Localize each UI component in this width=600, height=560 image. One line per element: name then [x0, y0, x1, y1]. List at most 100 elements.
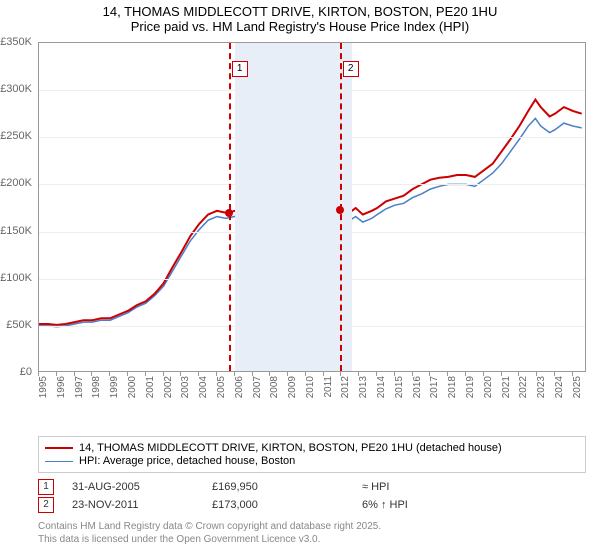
chart-area: 12 £0£50K£100K£150K£200K£250K£300K£350K1…: [38, 42, 586, 402]
xtick-label: 2023: [536, 376, 547, 398]
sales-price: £173,000: [212, 499, 362, 511]
xtick-mark: [323, 372, 324, 376]
xtick-label: 2022: [518, 376, 529, 398]
ytick-label: £50K: [6, 319, 32, 331]
ytick-label: £250K: [0, 130, 32, 142]
xtick-mark: [465, 372, 466, 376]
xtick-label: 2003: [180, 376, 191, 398]
xtick-mark: [536, 372, 537, 376]
legend-row: 14, THOMAS MIDDLECOTT DRIVE, KIRTON, BOS…: [45, 442, 579, 454]
xtick-label: 2014: [376, 376, 387, 398]
xtick-label: 2018: [447, 376, 458, 398]
ytick-label: £300K: [0, 83, 32, 95]
xtick-mark: [163, 372, 164, 376]
xtick-label: 1996: [56, 376, 67, 398]
xtick-mark: [287, 372, 288, 376]
xtick-label: 1997: [74, 376, 85, 398]
xtick-label: 2007: [252, 376, 263, 398]
xtick-label: 2019: [465, 376, 476, 398]
sales-marker: 1: [38, 479, 54, 495]
gridline-y: [39, 137, 585, 138]
xtick-mark: [358, 372, 359, 376]
xtick-mark: [483, 372, 484, 376]
legend-box: 14, THOMAS MIDDLECOTT DRIVE, KIRTON, BOS…: [38, 436, 586, 473]
xtick-label: 1995: [38, 376, 49, 398]
legend-row: HPI: Average price, detached house, Bost…: [45, 455, 579, 467]
sale-vline-1: [229, 43, 231, 371]
xtick-label: 2016: [412, 376, 423, 398]
ytick-label: £0: [20, 366, 32, 378]
plot-box: 12: [38, 42, 586, 372]
sale-marker-box-2: 2: [343, 61, 359, 77]
xtick-mark: [394, 372, 395, 376]
legend-swatch: [45, 447, 73, 449]
footer-line2: This data is licensed under the Open Gov…: [38, 533, 381, 546]
xtick-mark: [554, 372, 555, 376]
ytick-label: £200K: [0, 177, 32, 189]
ytick-label: £150K: [0, 225, 32, 237]
xtick-mark: [340, 372, 341, 376]
xtick-label: 2006: [234, 376, 245, 398]
sales-marker: 2: [38, 497, 54, 513]
xtick-mark: [252, 372, 253, 376]
sales-date: 31-AUG-2005: [72, 481, 212, 493]
chart-title-block: 14, THOMAS MIDDLECOTT DRIVE, KIRTON, BOS…: [0, 0, 600, 34]
ytick-label: £350K: [0, 36, 32, 48]
footer-line1: Contains HM Land Registry data © Crown c…: [38, 520, 381, 533]
sales-date: 23-NOV-2011: [72, 499, 212, 511]
chart-title-line1: 14, THOMAS MIDDLECOTT DRIVE, KIRTON, BOS…: [0, 4, 600, 19]
xtick-label: 2001: [145, 376, 156, 398]
xtick-label: 2011: [323, 376, 334, 398]
xtick-mark: [74, 372, 75, 376]
xtick-mark: [412, 372, 413, 376]
sale-dot: [225, 209, 233, 217]
xtick-mark: [56, 372, 57, 376]
xtick-label: 2013: [358, 376, 369, 398]
xtick-label: 2025: [572, 376, 583, 398]
gridline-y: [39, 90, 585, 91]
xtick-label: 2000: [127, 376, 138, 398]
xtick-mark: [269, 372, 270, 376]
sales-diff: ≈ HPI: [362, 481, 482, 493]
xtick-label: 2012: [340, 376, 351, 398]
xtick-label: 2021: [501, 376, 512, 398]
xtick-mark: [501, 372, 502, 376]
sale-dot: [336, 206, 344, 214]
xtick-mark: [429, 372, 430, 376]
xtick-mark: [145, 372, 146, 376]
xtick-label: 1998: [91, 376, 102, 398]
sales-row-2: 223-NOV-2011£173,0006% ↑ HPI: [38, 496, 586, 514]
sale-marker-box-1: 1: [232, 61, 248, 77]
sales-row-1: 1 31-AUG-2005£169,950≈ HPI: [38, 478, 586, 496]
xtick-mark: [234, 372, 235, 376]
recession-band: [235, 43, 352, 371]
xtick-mark: [518, 372, 519, 376]
xtick-label: 2010: [305, 376, 316, 398]
xtick-label: 2024: [554, 376, 565, 398]
gridline-y: [39, 184, 585, 185]
xtick-mark: [91, 372, 92, 376]
gridline-y: [39, 232, 585, 233]
xtick-mark: [216, 372, 217, 376]
legend-label: HPI: Average price, detached house, Bost…: [79, 455, 295, 467]
xtick-mark: [180, 372, 181, 376]
xtick-label: 2005: [216, 376, 227, 398]
xtick-mark: [109, 372, 110, 376]
xtick-label: 2004: [198, 376, 209, 398]
xtick-label: 2009: [287, 376, 298, 398]
xtick-mark: [447, 372, 448, 376]
gridline-y: [39, 279, 585, 280]
xtick-mark: [38, 372, 39, 376]
sales-price: £169,950: [212, 481, 362, 493]
xtick-label: 2002: [163, 376, 174, 398]
xtick-mark: [198, 372, 199, 376]
sales-table: 1 31-AUG-2005£169,950≈ HPI 2 23-NOV-2011£17…: [38, 478, 586, 514]
gridline-y: [39, 326, 585, 327]
xtick-mark: [376, 372, 377, 376]
xtick-mark: [305, 372, 306, 376]
footer-attribution: Contains HM Land Registry data © Crown c…: [38, 520, 381, 546]
legend-swatch: [45, 461, 73, 462]
xtick-label: 2017: [429, 376, 440, 398]
xtick-mark: [572, 372, 573, 376]
legend-label: 14, THOMAS MIDDLECOTT DRIVE, KIRTON, BOS…: [79, 442, 502, 454]
